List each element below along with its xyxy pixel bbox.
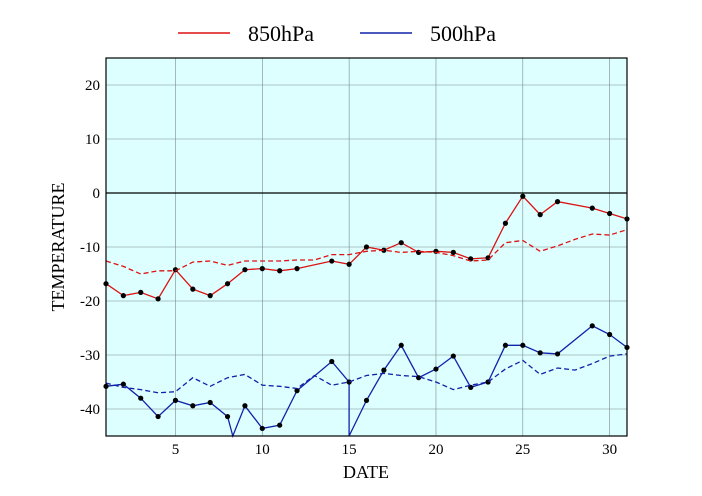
x-tick-label: 15 — [342, 442, 357, 458]
data-point — [155, 413, 161, 420]
data-point — [224, 281, 231, 287]
data-point — [363, 397, 370, 403]
dashed-series-line-2 — [105, 229, 628, 275]
data-point — [277, 268, 283, 274]
data-point — [537, 350, 543, 356]
legend: 850hPa 500hPa — [178, 21, 496, 46]
y-tick-label: -40 — [80, 402, 100, 418]
y-tick-label: -30 — [80, 348, 100, 364]
data-point — [450, 353, 456, 359]
data-point — [138, 395, 144, 401]
y-tick-label: -10 — [80, 240, 100, 256]
tick-layer: 5 10 15 20 25 30 20 10 0 -10 -20 -30 -40 — [80, 78, 617, 458]
data-point — [294, 266, 300, 272]
x-tick-label: 10 — [255, 442, 270, 458]
y-tick-label: 10 — [85, 132, 100, 148]
x-axis-label: DATE — [343, 462, 389, 482]
data-point — [190, 403, 196, 409]
data-point — [172, 397, 179, 403]
data-point — [329, 358, 335, 365]
data-point — [207, 293, 213, 299]
y-tick-label: 20 — [85, 78, 100, 94]
data-point — [398, 240, 404, 246]
data-point — [398, 342, 404, 348]
data-point — [607, 331, 613, 338]
data-point — [346, 379, 352, 385]
y-tick-label: 0 — [93, 186, 101, 202]
data-point — [589, 205, 595, 211]
data-point — [502, 220, 509, 226]
data-point — [589, 323, 595, 329]
legend-label: 850hPa — [248, 21, 314, 46]
data-point — [329, 258, 335, 264]
data-point — [520, 193, 526, 199]
data-point — [502, 342, 509, 348]
data-point — [554, 199, 561, 205]
x-tick-label: 30 — [602, 442, 617, 458]
data-point — [207, 399, 213, 406]
data-point — [416, 249, 422, 255]
data-point — [363, 244, 370, 250]
data-point — [294, 388, 300, 394]
data-point — [224, 413, 231, 420]
data-point — [346, 261, 352, 267]
data-point — [277, 422, 283, 428]
data-point — [242, 267, 248, 273]
data-point — [259, 425, 265, 432]
data-point — [120, 381, 126, 387]
data-point — [259, 266, 265, 272]
data-point — [520, 342, 526, 348]
x-tick-label: 20 — [428, 442, 443, 458]
legend-label: 500hPa — [430, 21, 496, 46]
data-point — [138, 289, 144, 295]
dashed-series-line-3 — [105, 353, 628, 394]
data-point — [120, 293, 126, 299]
plot-frame — [105, 57, 628, 437]
data-point — [242, 403, 248, 409]
data-point — [416, 375, 422, 381]
data-point — [554, 351, 561, 357]
x-tick-label: 5 — [172, 442, 180, 458]
y-tick-label: -20 — [80, 294, 100, 310]
data-point — [155, 296, 161, 302]
data-point — [172, 267, 179, 273]
data-point — [450, 249, 456, 255]
y-axis-label: TEMPERATURE — [48, 182, 68, 311]
data-point — [537, 212, 543, 218]
x-tick-label: 25 — [515, 442, 530, 458]
data-point — [607, 210, 613, 217]
data-point — [190, 286, 196, 292]
data-point — [433, 366, 439, 372]
data-point — [381, 367, 387, 373]
